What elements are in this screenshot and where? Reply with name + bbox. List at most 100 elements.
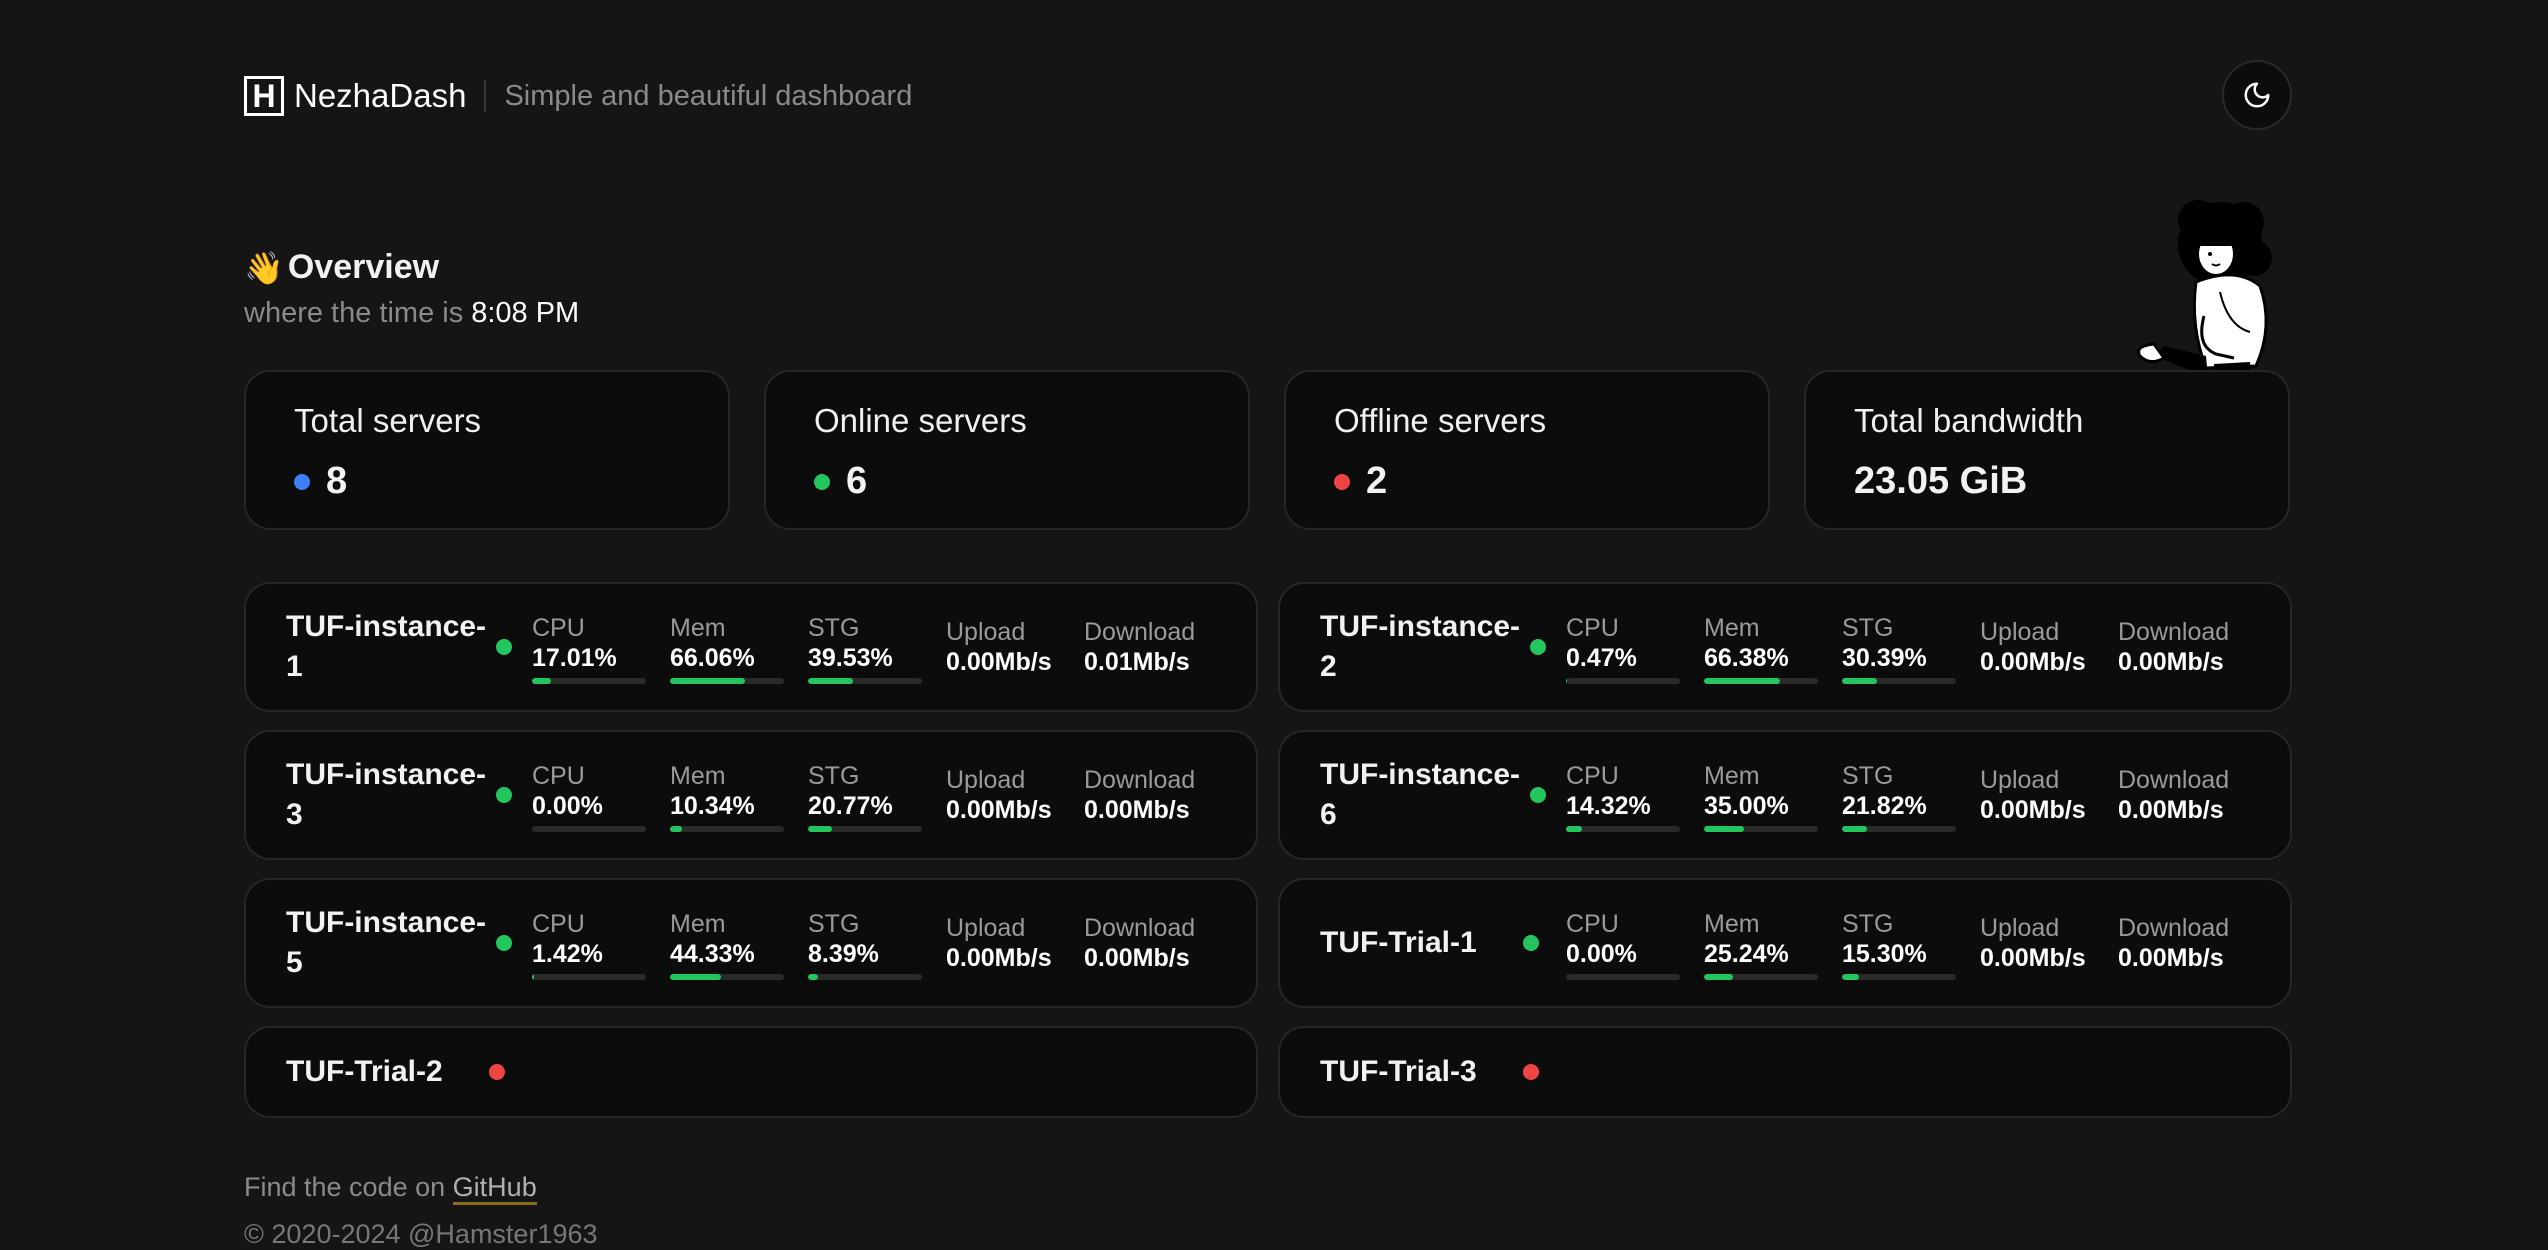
server-name: TUF-instance-5: [286, 906, 487, 979]
download-metric: Download 0.00Mb/s: [1084, 766, 1195, 826]
download-metric: Download 0.00Mb/s: [2118, 618, 2229, 678]
mem-metric: Mem 66.06%: [670, 614, 784, 684]
mem-metric: Mem 25.24%: [1704, 910, 1818, 980]
server-card[interactable]: TUF-instance-3 CPU 0.00% Mem 10.34% STG 20.77%…: [244, 730, 1258, 860]
metric-label: CPU: [532, 614, 585, 642]
server-name: TUF-instance-2: [1320, 610, 1521, 683]
metric-label: STG: [808, 910, 860, 938]
metric-label: CPU: [532, 910, 585, 938]
stat-label: Total servers: [294, 402, 482, 439]
stat-value: 2: [1366, 460, 1388, 502]
metric-value: 39.53%: [808, 644, 893, 672]
metric-label: Upload: [946, 618, 1026, 646]
cpu-metric: CPU 17.01%: [532, 614, 646, 684]
metric-value: 0.00Mb/s: [946, 796, 1052, 824]
metric-value: 10.34%: [670, 792, 755, 820]
mem-metric: Mem 44.33%: [670, 910, 784, 980]
metric-label: Upload: [1980, 618, 2060, 646]
stat-value: 8: [326, 460, 348, 502]
copyright: © 2020-2024 @Hamster1963: [244, 1219, 598, 1249]
usage-bar: [808, 826, 922, 832]
waving-hand-icon: 👋: [244, 249, 284, 286]
online-status-dot: [496, 639, 512, 655]
cpu-metric: CPU 0.00%: [1566, 910, 1680, 980]
usage-bar-fill: [1704, 974, 1733, 980]
github-link[interactable]: GitHub: [452, 1172, 537, 1205]
metric-label: Mem: [670, 762, 726, 790]
metric-label: Download: [1084, 618, 1196, 646]
server-card[interactable]: TUF-Trial-3: [1278, 1026, 2292, 1118]
cpu-metric: CPU 0.47%: [1566, 614, 1680, 684]
usage-bar: [1566, 678, 1680, 684]
metric-value: 0.00%: [532, 792, 603, 820]
usage-bar: [808, 974, 922, 980]
total-servers-card[interactable]: Total servers 8: [244, 370, 730, 530]
usage-bar: [1704, 678, 1818, 684]
offline-status-dot: [1523, 1064, 1540, 1080]
offline-servers-card[interactable]: Offline servers 2: [1284, 370, 1770, 530]
upload-metric: Upload 0.00Mb/s: [946, 618, 1052, 678]
usage-bar-fill: [1842, 826, 1867, 832]
stg-metric: STG 39.53%: [808, 614, 922, 684]
usage-bar: [1842, 678, 1956, 684]
metric-value: 35.00%: [1704, 792, 1789, 820]
brand-name[interactable]: NezhaDash: [294, 77, 467, 114]
usage-bar-fill: [808, 974, 818, 980]
metric-value: 0.00Mb/s: [2118, 944, 2224, 972]
stg-metric: STG 20.77%: [808, 762, 922, 832]
metric-value: 0.00Mb/s: [1084, 944, 1190, 972]
metric-label: Download: [1084, 914, 1196, 942]
metric-label: Mem: [1704, 762, 1760, 790]
metric-label: Mem: [1704, 910, 1760, 938]
overview-heading: 👋 Overview: [244, 248, 579, 287]
server-card[interactable]: TUF-instance-5 CPU 1.42% Mem 44.33% STG 8.39% U…: [244, 878, 1258, 1008]
code-prefix: Find the code on: [244, 1172, 446, 1202]
usage-bar: [532, 974, 646, 980]
server-card[interactable]: TUF-instance-2 CPU 0.47% Mem 66.38% STG 30.39%…: [1278, 582, 2292, 712]
usage-bar: [670, 826, 784, 832]
server-card[interactable]: TUF-instance-6 CPU 14.32% Mem 35.00% STG 21.82…: [1278, 730, 2292, 860]
metric-label: Download: [2118, 618, 2230, 646]
metric-value: 0.00Mb/s: [946, 944, 1052, 972]
metric-value: 14.32%: [1566, 792, 1651, 820]
online-servers-card[interactable]: Online servers 6: [764, 370, 1250, 530]
upload-metric: Upload 0.00Mb/s: [1980, 766, 2086, 826]
metric-value: 0.47%: [1566, 644, 1637, 672]
logo-icon[interactable]: H: [244, 76, 284, 116]
stat-label: Offline servers: [1334, 402, 1547, 439]
usage-bar-fill: [670, 974, 721, 980]
usage-bar: [532, 826, 646, 832]
metric-value: 66.38%: [1704, 644, 1789, 672]
metric-label: CPU: [1566, 614, 1619, 642]
server-card[interactable]: TUF-Trial-1 CPU 0.00% Mem 25.24% STG 15.30% Upl…: [1278, 878, 2292, 1008]
server-card[interactable]: TUF-instance-1 CPU 17.01% Mem 66.06% STG 39.53…: [244, 582, 1258, 712]
metric-label: Mem: [670, 910, 726, 938]
usage-bar: [1842, 826, 1956, 832]
upload-metric: Upload 0.00Mb/s: [1980, 914, 2086, 974]
metric-label: STG: [808, 614, 860, 642]
metric-label: Mem: [670, 614, 726, 642]
usage-bar: [670, 678, 784, 684]
metric-value: 15.30%: [1842, 940, 1927, 968]
time-prefix: where the time is: [244, 297, 464, 329]
metric-label: Download: [1084, 766, 1196, 794]
online-status-dot: [1523, 935, 1540, 951]
metric-label: Mem: [1704, 614, 1760, 642]
theme-toggle-button[interactable]: [2222, 60, 2292, 130]
usage-bar-fill: [670, 678, 746, 684]
stat-label: Online servers: [814, 402, 1027, 439]
current-time: 8:08 PM: [471, 297, 580, 329]
overview-section: 👋 Overview where the time is 8:08 PM: [244, 248, 579, 330]
server-name: TUF-Trial-1: [1320, 926, 1477, 959]
server-card[interactable]: TUF-Trial-2: [244, 1026, 1258, 1118]
download-metric: Download 0.00Mb/s: [2118, 766, 2229, 826]
usage-bar-fill: [1566, 826, 1583, 832]
stg-metric: STG 21.82%: [1842, 762, 1956, 832]
server-name: TUF-instance-3: [286, 758, 487, 831]
server-name: TUF-instance-1: [286, 610, 487, 683]
overview-title: Overview: [287, 248, 440, 286]
upload-metric: Upload 0.00Mb/s: [1980, 618, 2086, 678]
usage-bar-fill: [532, 678, 552, 684]
stat-value: 23.05 GiB: [1854, 460, 2028, 502]
metric-label: CPU: [1566, 762, 1619, 790]
